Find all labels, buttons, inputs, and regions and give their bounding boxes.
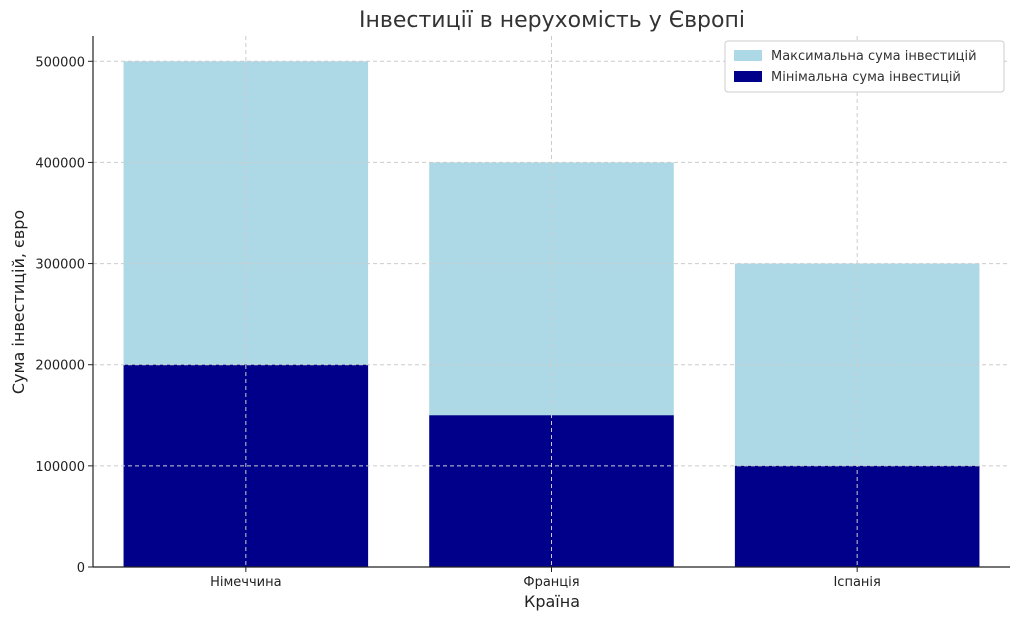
legend-frame <box>724 40 1005 93</box>
legend-swatch-min <box>734 71 762 82</box>
y-tick-label-3: 300000 <box>35 258 85 273</box>
legend: Максимальна сума інвестицій Мінімальна с… <box>724 40 1005 93</box>
axes: 0 100000 200000 300000 400000 500000 Німеччина… <box>35 36 1010 590</box>
y-axis-label: Сума інвестицій, євро <box>9 210 28 394</box>
x-tick-label-1: Франція <box>523 575 579 590</box>
x-tick-label-0: Німеччина <box>210 575 281 590</box>
bar-min-2 <box>734 465 980 567</box>
bars <box>93 36 1010 568</box>
x-tick-label-2: Іспанія <box>833 575 880 590</box>
y-tick-label-1: 100000 <box>35 460 85 475</box>
chart-title: Інвестиції в нерухомість у Європі <box>359 8 745 33</box>
legend-swatch-max <box>734 50 762 61</box>
x-axis-label: Країна <box>524 592 580 611</box>
legend-label-min: Мінімальна сума інвестицій <box>771 70 961 85</box>
y-tick-label-0: 0 <box>77 561 85 576</box>
y-tick-label-2: 200000 <box>35 359 85 374</box>
y-tick-label-4: 400000 <box>35 156 85 171</box>
y-tick-label-5: 500000 <box>35 55 85 70</box>
legend-label-max: Максимальна сума інвестицій <box>771 49 977 64</box>
